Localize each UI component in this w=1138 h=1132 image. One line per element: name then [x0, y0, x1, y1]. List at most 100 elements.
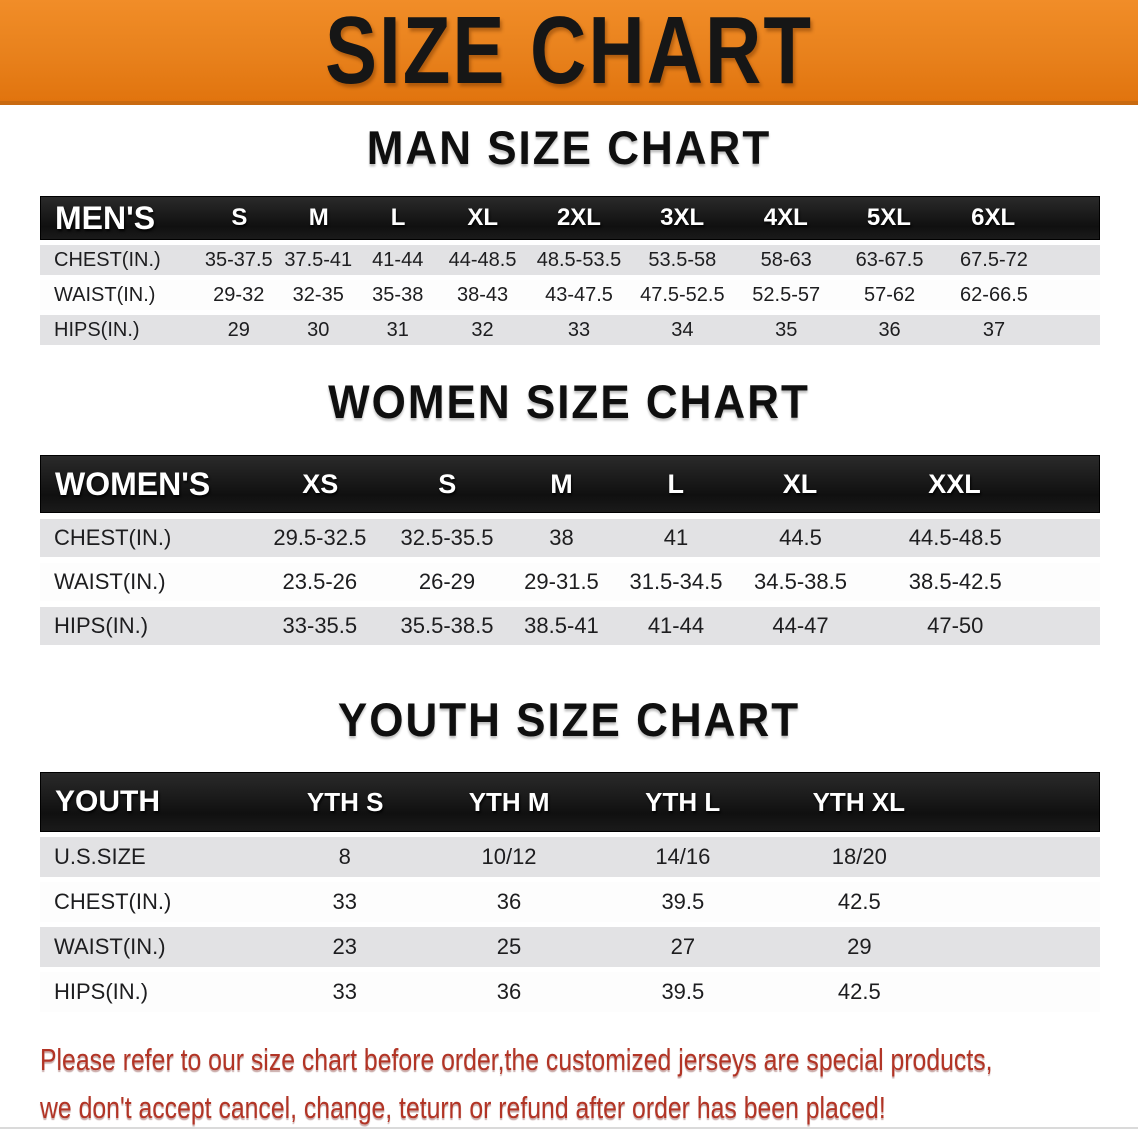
youth-row-label: U.S.SIZE	[54, 844, 146, 869]
youth-value-cell: 25	[496, 934, 522, 959]
women-row-label: CHEST(IN.)	[54, 525, 172, 550]
women-value-cell: 31.5-34.5	[629, 569, 723, 594]
youth-value-cell: 39.5	[661, 979, 705, 1004]
men-size-col-header: 4XL	[763, 204, 808, 231]
banner: SIZE CHART	[0, 0, 1138, 105]
women-section-title: WOMEN SIZE CHART	[328, 376, 810, 429]
women-value-cell: 29.5-32.5	[273, 525, 367, 550]
women-value-cell: 41	[663, 525, 689, 550]
youth-value-cell: 14/16	[655, 844, 711, 869]
women-row-label: HIPS(IN.)	[54, 613, 149, 638]
women-size-col-header: L	[667, 468, 684, 499]
women-value-cell: 26-29	[418, 569, 476, 594]
women-value-cell: 38.5-41	[524, 613, 599, 638]
women-table-row: HIPS(IN.) 33-35.5 35.5-38.5 38.5-41 41-44 44-…	[40, 607, 1100, 645]
women-row-label: WAIST(IN.)	[54, 569, 166, 594]
men-value-cell: 29	[227, 318, 250, 341]
men-row-label: CHEST(IN.)	[54, 248, 161, 271]
youth-table-row: WAIST(IN.) 23 25 27 29	[40, 927, 1100, 967]
men-table-row: HIPS(IN.) 29 30 31 32 33 34 35 36 37	[40, 315, 1100, 345]
youth-value-cell: 10/12	[481, 844, 537, 869]
men-value-cell: 41-44	[372, 248, 424, 271]
youth-table-row: CHEST(IN.) 33 36 39.5 42.5	[40, 882, 1100, 922]
disclaimer-line-1: Please refer to our size chart before or…	[40, 1042, 993, 1077]
women-size-col-header: XS	[302, 468, 339, 499]
men-value-cell: 44-48.5	[448, 248, 517, 271]
women-size-col-header: XXL	[928, 468, 981, 499]
youth-row-label: WAIST(IN.)	[54, 934, 166, 959]
men-value-cell: 32	[471, 318, 494, 341]
women-value-cell: 32.5-35.5	[400, 525, 494, 550]
youth-size-table: YOUTH YTH S YTH M YTH L YTH XL U.S.SIZE 8 10/12…	[40, 772, 1100, 1012]
youth-header-label: YOUTH	[55, 785, 160, 818]
youth-value-cell: 42.5	[837, 889, 881, 914]
youth-value-cell: 8	[338, 844, 351, 869]
bottom-edge-divider	[0, 1127, 1138, 1129]
youth-table-header: YOUTH YTH S YTH M YTH L YTH XL	[40, 772, 1100, 832]
youth-size-col-header: YTH S	[306, 786, 384, 817]
men-table-row: CHEST(IN.) 35-37.5 37.5-41 41-44 44-48.5 48.5…	[40, 245, 1100, 275]
youth-row-label: HIPS(IN.)	[54, 979, 149, 1004]
men-value-cell: 36	[878, 318, 901, 341]
women-value-cell: 34.5-38.5	[754, 569, 847, 594]
men-value-cell: 57-62	[863, 283, 916, 306]
women-value-cell: 35.5-38.5	[400, 613, 494, 638]
men-value-cell: 53.5-58	[648, 248, 717, 271]
youth-size-col-header: YTH L	[645, 786, 721, 817]
men-size-col-header: M	[308, 204, 329, 231]
women-value-cell: 38.5-42.5	[908, 569, 1002, 594]
youth-value-cell: 18/20	[831, 844, 887, 869]
men-size-col-header: XL	[467, 204, 499, 231]
men-value-cell: 47.5-52.5	[640, 283, 725, 306]
women-size-col-header: S	[438, 468, 457, 499]
youth-value-cell: 33	[332, 889, 357, 914]
women-value-cell: 38	[549, 525, 574, 550]
men-value-cell: 38-43	[456, 283, 509, 306]
men-value-cell: 29-32	[213, 283, 265, 306]
youth-row-label: CHEST(IN.)	[54, 889, 172, 914]
women-table-row: CHEST(IN.) 29.5-32.5 32.5-35.5 38 41 44.5 44.5…	[40, 519, 1100, 557]
youth-table-row: HIPS(IN.) 33 36 39.5 42.5	[40, 972, 1100, 1012]
men-table-row: WAIST(IN.) 29-32 32-35 35-38 38-43 43-47.5 47.…	[40, 280, 1100, 310]
youth-section-title: YOUTH SIZE CHART	[337, 694, 801, 747]
youth-table-row: U.S.SIZE 8 10/12 14/16 18/20	[40, 837, 1100, 877]
disclaimer: Please refer to our size chart before or…	[40, 1036, 1138, 1132]
women-value-cell: 44-47	[772, 613, 829, 638]
youth-value-cell: 42.5	[837, 979, 881, 1004]
youth-value-cell: 36	[496, 889, 522, 914]
youth-value-cell: 39.5	[661, 889, 705, 914]
women-value-cell: 47-50	[927, 613, 984, 638]
men-size-col-header: L	[390, 204, 406, 231]
men-size-col-header: 2XL	[556, 204, 601, 231]
men-size-col-header: 6XL	[971, 204, 1016, 231]
youth-value-cell: 23	[332, 934, 357, 959]
men-section-title: MAN SIZE CHART	[366, 122, 772, 175]
women-value-cell: 44.5	[779, 525, 822, 550]
men-header-label: MEN'S	[55, 199, 156, 236]
men-value-cell: 37.5-41	[284, 248, 353, 271]
men-value-cell: 35-37.5	[204, 248, 273, 271]
youth-value-cell: 36	[496, 979, 522, 1004]
women-value-cell: 29-31.5	[524, 569, 599, 594]
men-value-cell: 37	[982, 318, 1006, 341]
men-size-col-header: 5XL	[866, 204, 911, 231]
men-value-cell: 62-66.5	[960, 283, 1028, 306]
women-value-cell: 33-35.5	[282, 613, 358, 638]
men-table-header: MEN'S S M L XL 2XL 3XL 4XL 5XL 6XL	[40, 196, 1100, 240]
women-header-label: WOMEN'S	[55, 465, 211, 502]
men-value-cell: 52.5-57	[752, 283, 821, 306]
men-size-col-header: 3XL	[660, 204, 705, 231]
men-value-cell: 32-35	[292, 283, 344, 306]
women-value-cell: 44.5-48.5	[908, 525, 1002, 550]
men-value-cell: 33	[567, 318, 591, 341]
youth-value-cell: 29	[847, 934, 872, 959]
youth-size-col-header: YTH M	[468, 786, 550, 817]
men-value-cell: 48.5-53.5	[536, 248, 622, 271]
women-table-row: WAIST(IN.) 23.5-26 26-29 29-31.5 31.5-34.5 34…	[40, 563, 1100, 601]
women-size-col-header: XL	[782, 468, 818, 499]
banner-title: SIZE CHART	[325, 0, 813, 104]
men-value-cell: 58-63	[760, 248, 812, 271]
men-row-label: WAIST(IN.)	[54, 283, 156, 306]
men-value-cell: 67.5-72	[960, 248, 1028, 271]
